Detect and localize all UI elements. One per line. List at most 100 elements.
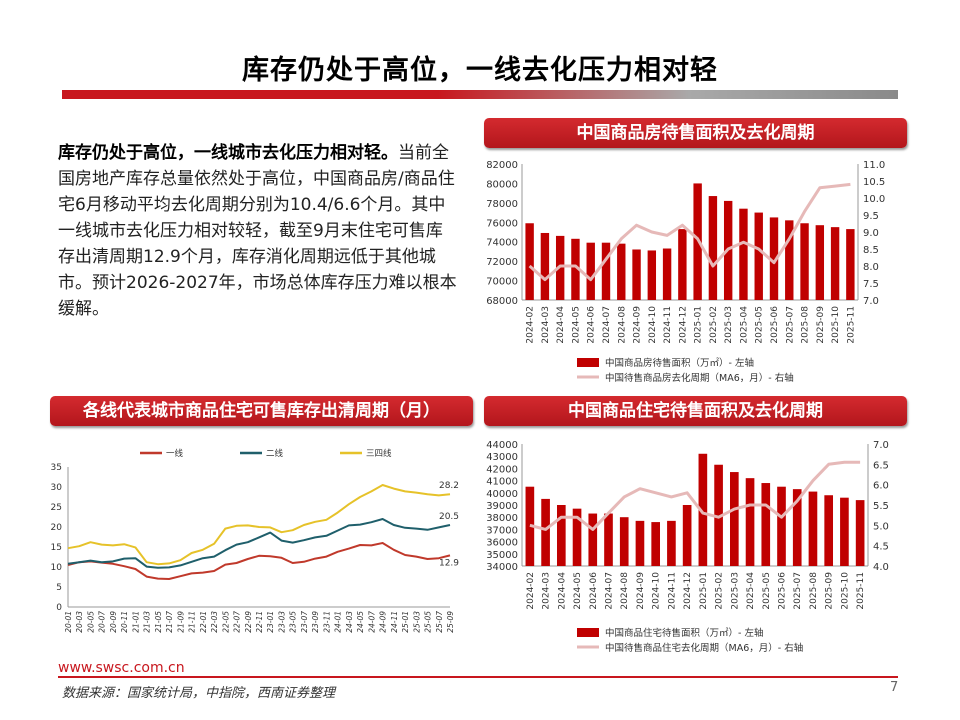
y-tick-label-left: 34000 bbox=[486, 562, 518, 573]
x-tick-label: 2025-11 bbox=[846, 306, 856, 344]
bar bbox=[800, 223, 809, 300]
x-tick-label: 23-07 bbox=[300, 611, 309, 633]
y-tick-label-left: 72000 bbox=[486, 257, 518, 268]
legend-label-line: 中国待售商品住宅去化周期（MA6，月）- 右轴 bbox=[605, 642, 803, 654]
x-tick-label: 22-05 bbox=[221, 611, 230, 633]
x-tick-label: 23-01 bbox=[266, 611, 275, 633]
y-tick-label-right: 7.5 bbox=[863, 279, 879, 290]
data-source: 数据来源：国家统计局，中指院，西南证券整理 bbox=[62, 686, 336, 701]
y-tick-label-left: 74000 bbox=[486, 238, 518, 249]
x-tick-label: 21-07 bbox=[165, 611, 174, 633]
bar bbox=[662, 248, 672, 300]
bar bbox=[604, 513, 613, 566]
x-tick-label: 2024-08 bbox=[620, 572, 630, 610]
y-tick-label-left: 42000 bbox=[486, 464, 518, 475]
x-tick-label: 22-03 bbox=[210, 611, 219, 633]
x-tick-label: 25-01 bbox=[401, 611, 410, 633]
x-tick-label: 22-07 bbox=[233, 611, 242, 633]
y-tick-label-left: 80000 bbox=[486, 179, 518, 190]
x-tick-label: 20-01 bbox=[64, 611, 73, 633]
x-tick-label: 2024-06 bbox=[589, 572, 599, 610]
x-tick-label: 2024-07 bbox=[602, 306, 612, 344]
legend-label-2: 三四线 bbox=[366, 448, 392, 459]
bar bbox=[572, 508, 582, 566]
x-tick-label: 24-03 bbox=[345, 611, 354, 633]
y-tick-label-left: 41000 bbox=[486, 477, 518, 488]
x-tick-label: 25-07 bbox=[435, 611, 444, 633]
end-value-label: 20.5 bbox=[439, 512, 459, 522]
chart3-title: 中国商品住宅待售面积及去化周期 bbox=[484, 396, 907, 426]
x-tick-label: 2024-05 bbox=[573, 572, 583, 610]
y-tick-label-left: 78000 bbox=[486, 199, 518, 210]
bar bbox=[632, 249, 641, 300]
x-tick-label: 2025-01 bbox=[699, 572, 709, 610]
y-tick-label-right: 9.0 bbox=[863, 228, 879, 239]
y-tick-label-right: 6.5 bbox=[873, 460, 889, 471]
x-tick-label: 2024-09 bbox=[636, 572, 646, 610]
x-tick-label: 2025-06 bbox=[778, 572, 788, 610]
x-tick-label: 2025-04 bbox=[746, 572, 756, 610]
x-tick-label: 2024-03 bbox=[541, 306, 551, 344]
bar bbox=[769, 217, 779, 300]
end-value-label: 28.2 bbox=[439, 481, 459, 491]
bar bbox=[682, 505, 692, 566]
x-tick-label: 23-11 bbox=[322, 611, 331, 633]
x-tick-label: 2025-05 bbox=[755, 306, 765, 344]
bar bbox=[739, 208, 748, 300]
x-tick-label: 25-03 bbox=[412, 611, 421, 633]
x-tick-label: 23-05 bbox=[289, 611, 298, 633]
bar bbox=[651, 522, 661, 566]
bar bbox=[830, 227, 840, 300]
summary-text: 库存仍处于高位，一线城市去化压力相对轻。当前全国房地产库存总量依然处于高位，中国… bbox=[58, 140, 458, 322]
x-tick-label: 2025-08 bbox=[809, 572, 819, 610]
x-tick-label: 2025-05 bbox=[762, 572, 772, 610]
x-tick-label: 24-07 bbox=[367, 611, 376, 633]
chart-commercial-housing: 68000 70000 72000 74000 76000 78000 80000 82000… bbox=[486, 160, 885, 384]
x-tick-label: 2024-09 bbox=[633, 306, 643, 344]
legend-label-bar: 中国商品房待售面积（万㎡）- 左轴 bbox=[605, 357, 754, 369]
bar bbox=[586, 242, 595, 300]
x-tick-label: 20-09 bbox=[109, 611, 118, 633]
x-tick-label: 21-09 bbox=[176, 611, 185, 633]
bar bbox=[840, 497, 849, 566]
y-tick-label: 10 bbox=[51, 563, 63, 573]
bar bbox=[525, 223, 534, 300]
series-line-turnover bbox=[529, 460, 861, 531]
x-tick-label: 2025-09 bbox=[816, 306, 826, 344]
end-value-label: 12.9 bbox=[439, 558, 459, 568]
page-title: 库存仍处于高位，一线去化压力相对轻 bbox=[242, 55, 718, 86]
y-tick-label-right: 8.0 bbox=[863, 262, 879, 273]
summary-body: 当前全国房地产库存总量依然处于高位，中国商品房/商品住宅6月移动平均去化周期分别… bbox=[58, 143, 457, 319]
bar bbox=[824, 495, 834, 566]
bar bbox=[792, 489, 802, 566]
bar bbox=[541, 498, 550, 566]
title-divider bbox=[62, 90, 898, 99]
bar bbox=[745, 478, 755, 566]
y-tick-label-left: 82000 bbox=[486, 160, 518, 171]
x-tick-label: 2025-03 bbox=[730, 572, 740, 610]
y-tick-label-left: 40000 bbox=[486, 489, 518, 500]
x-tick-label: 2024-10 bbox=[652, 572, 662, 610]
legend-swatch-bar bbox=[577, 358, 599, 367]
x-tick-label: 2024-04 bbox=[557, 572, 567, 610]
bar bbox=[635, 520, 645, 566]
y-tick-label: 0 bbox=[56, 603, 62, 613]
legend-label-line: 中国待售商品房去化周期（MA6，月）- 右轴 bbox=[605, 372, 794, 384]
bar bbox=[601, 242, 611, 300]
bar bbox=[588, 513, 598, 566]
x-tick-label: 2024-11 bbox=[667, 572, 677, 610]
y-tick-label-right: 6.0 bbox=[873, 481, 889, 492]
y-tick-label-left: 37000 bbox=[486, 525, 518, 536]
footer-url[interactable]: www.swsc.com.cn bbox=[58, 660, 185, 676]
bar bbox=[808, 491, 818, 566]
x-tick-label: 2024-10 bbox=[648, 306, 658, 344]
x-tick-label: 2024-05 bbox=[571, 306, 581, 344]
x-tick-label: 24-05 bbox=[356, 611, 365, 633]
page-number: 7 bbox=[890, 680, 899, 695]
x-tick-label: 20-03 bbox=[75, 611, 84, 633]
x-tick-label: 2025-10 bbox=[831, 306, 841, 344]
bar bbox=[619, 517, 629, 566]
footer-divider bbox=[58, 676, 898, 678]
bar bbox=[708, 196, 718, 300]
